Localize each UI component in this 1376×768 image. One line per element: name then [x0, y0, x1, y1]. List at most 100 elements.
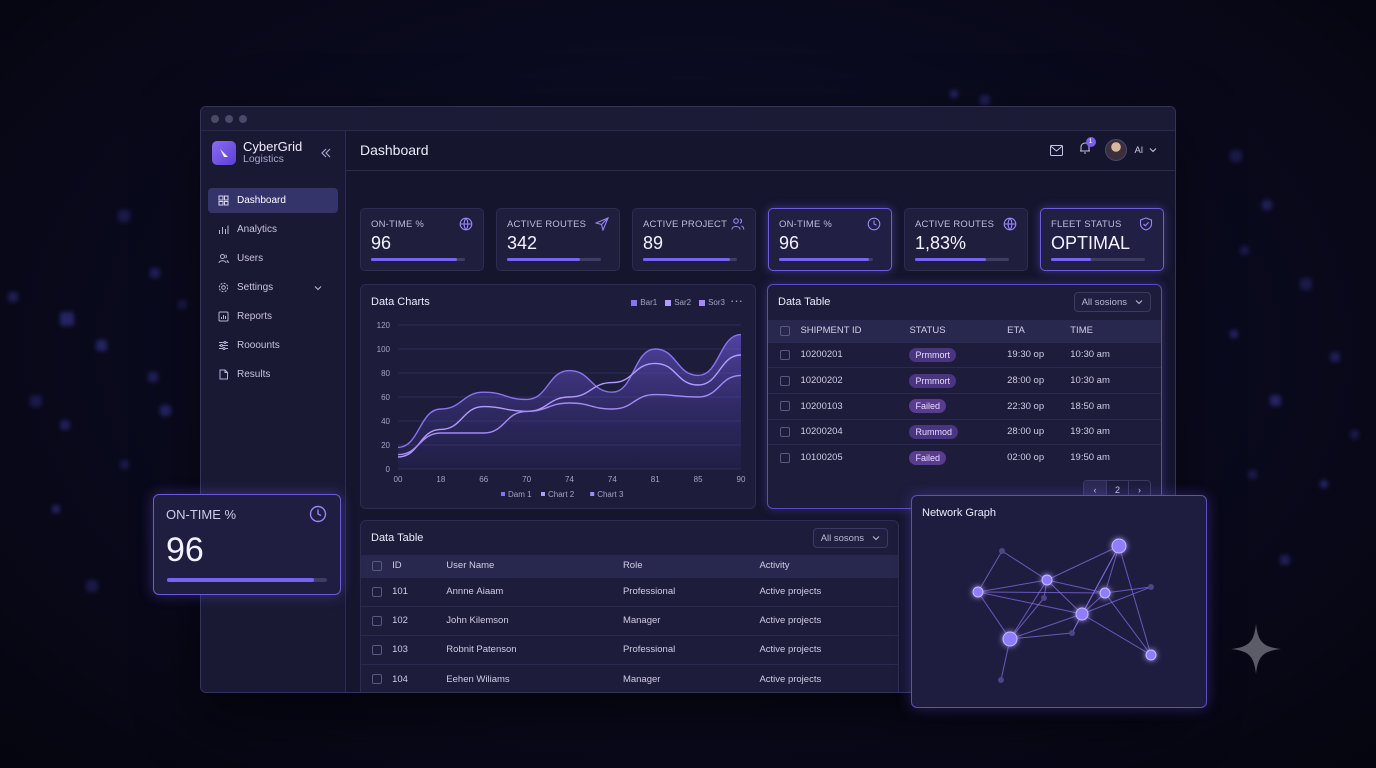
table-row[interactable]: 10200201 Prmmort 19:30 op 10:30 am [768, 342, 1161, 368]
row-checkbox[interactable] [372, 674, 382, 685]
legend-item[interactable]: Bar1 [631, 298, 657, 307]
graph-node[interactable] [1111, 538, 1127, 554]
next-page-button[interactable]: › [1128, 481, 1150, 499]
sidebar-item-label: Results [237, 369, 271, 380]
legend-label[interactable]: Dam 1 [508, 490, 532, 499]
time-cell: 18:50 am [1070, 400, 1110, 412]
graph-node[interactable] [1041, 574, 1053, 586]
network-graph[interactable] [912, 496, 1208, 709]
window-minimize-dot[interactable] [225, 115, 233, 123]
sidebar-item-results[interactable]: Results [208, 362, 338, 387]
user-id: 104 [392, 673, 408, 685]
status-badge: Failed [909, 450, 946, 465]
kpi-card[interactable]: ACTIVE ROUTES 342 [496, 208, 620, 271]
sidebar-item-rooounts[interactable]: Rooounts [208, 333, 338, 358]
kpi-card[interactable]: ON-TIME % 96 [360, 208, 484, 271]
column-header[interactable]: TIME [1070, 325, 1093, 337]
sidebar-item-dashboard[interactable]: Dashboard [208, 188, 338, 213]
graph-node[interactable] [1041, 595, 1047, 601]
bokeh-dot [1230, 150, 1242, 162]
sidebar-item-reports[interactable]: Reports [208, 304, 338, 329]
users-icon [731, 218, 745, 230]
graph-node[interactable] [1148, 584, 1154, 590]
legend-item[interactable]: Sor3 [699, 298, 725, 307]
graph-node[interactable] [972, 586, 984, 598]
mail-icon[interactable] [1049, 144, 1063, 156]
kpi-card[interactable]: ACTIVE PROJECT 89 [632, 208, 756, 271]
chevron-down-icon[interactable] [1149, 146, 1157, 154]
bokeh-dot [60, 312, 74, 326]
legend-label[interactable]: Chart 3 [597, 490, 624, 499]
graph-node[interactable] [999, 548, 1005, 554]
panel-title: Data Table [371, 532, 424, 544]
user-label[interactable]: Al [1134, 144, 1143, 156]
table-row[interactable]: 103 Robnit Patenson Professional Active pro… [361, 635, 898, 664]
table-row[interactable]: 102 John Kilemson Manager Active projects [361, 606, 898, 635]
select-all-checkbox[interactable] [372, 560, 382, 571]
kpi-card[interactable]: ON-TIME % 96 [768, 208, 892, 271]
row-checkbox[interactable] [372, 586, 382, 597]
graph-node[interactable] [1002, 631, 1018, 647]
column-header[interactable]: User Name [446, 560, 495, 572]
collapse-sidebar-icon[interactable] [321, 145, 331, 163]
column-header[interactable]: ID [392, 560, 402, 572]
graph-node[interactable] [1099, 587, 1111, 599]
chevron-down-icon[interactable] [314, 284, 322, 292]
row-checkbox[interactable] [780, 375, 790, 386]
avatar[interactable] [1104, 139, 1127, 161]
legend-label[interactable]: Chart 2 [548, 490, 575, 499]
floating-kpi-card[interactable]: ON-TIME % 96 [153, 494, 341, 595]
column-header[interactable]: SHIPMENT ID [800, 325, 862, 337]
kpi-value: 342 [507, 233, 538, 253]
graph-edge [1046, 579, 1106, 594]
table-row[interactable]: 10200204 Rummod 28:00 up 19:30 am [768, 419, 1161, 445]
graph-node[interactable] [1145, 649, 1157, 661]
column-header[interactable]: ETA [1007, 325, 1025, 337]
kpi-card[interactable]: FLEET STATUS OPTIMAL [1040, 208, 1164, 271]
graph-edge [1046, 545, 1120, 581]
kpi-progress-bar [371, 258, 465, 261]
sidebar-item-analytics[interactable]: Analytics [208, 217, 338, 242]
users-filter-select[interactable]: All sosons [812, 528, 888, 548]
table-row[interactable]: 10100205 Failed 02:00 op 19:50 am [768, 444, 1161, 471]
page-number-button[interactable]: 2 [1106, 481, 1128, 499]
sidebar-item-users[interactable]: Users [208, 246, 338, 271]
table-header-row: ID User Name Role Activity [361, 555, 898, 577]
legend-swatch [590, 492, 595, 496]
legend-item[interactable]: Sar2 [665, 298, 691, 307]
row-checkbox[interactable] [780, 401, 790, 412]
select-all-checkbox[interactable] [780, 325, 790, 336]
more-options-icon[interactable]: ··· [730, 293, 743, 308]
table-row[interactable]: 101 Annne Αiaam Professional Active project… [361, 577, 898, 606]
time-cell: 19:30 am [1070, 426, 1110, 438]
kpi-progress-bar [507, 258, 601, 261]
brand[interactable]: CyberGrid Logistics [212, 140, 302, 166]
notifications-button[interactable]: 1 [1079, 137, 1096, 159]
shipments-filter-select[interactable]: All sosions [1073, 292, 1151, 312]
table-row[interactable]: 104 Eehen Wiliams Manager Active projects [361, 664, 898, 692]
x-tick-label: 81 [651, 475, 660, 484]
y-tick-label: 20 [381, 441, 390, 450]
table-row[interactable]: 10200103 Failed 22:30 op 18:50 am [768, 393, 1161, 419]
panel-title: Data Charts [371, 296, 430, 308]
row-checkbox[interactable] [372, 644, 382, 655]
graph-node[interactable] [1069, 630, 1075, 636]
column-header[interactable]: Role [622, 560, 643, 572]
column-header[interactable]: Activity [759, 560, 790, 572]
window-maximize-dot[interactable] [239, 115, 247, 123]
row-checkbox[interactable] [780, 426, 790, 437]
graph-edge [1009, 613, 1083, 640]
prev-page-button[interactable]: ‹ [1084, 481, 1106, 499]
graph-node[interactable] [1075, 607, 1089, 621]
row-checkbox[interactable] [780, 452, 790, 463]
sidebar-item-settings[interactable]: Settings [208, 275, 338, 300]
row-checkbox[interactable] [780, 349, 790, 360]
user-id: 103 [392, 644, 408, 656]
column-header[interactable]: STATUS [909, 325, 946, 337]
row-checkbox[interactable] [372, 615, 382, 626]
graph-node[interactable] [998, 677, 1004, 683]
kpi-card[interactable]: ACTIVE ROUTES 1,83% [904, 208, 1028, 271]
status-badge: Failed [909, 399, 946, 414]
table-row[interactable]: 10200202 Prmmort 28:00 op 10:30 am [768, 367, 1161, 394]
window-close-dot[interactable] [211, 115, 219, 123]
